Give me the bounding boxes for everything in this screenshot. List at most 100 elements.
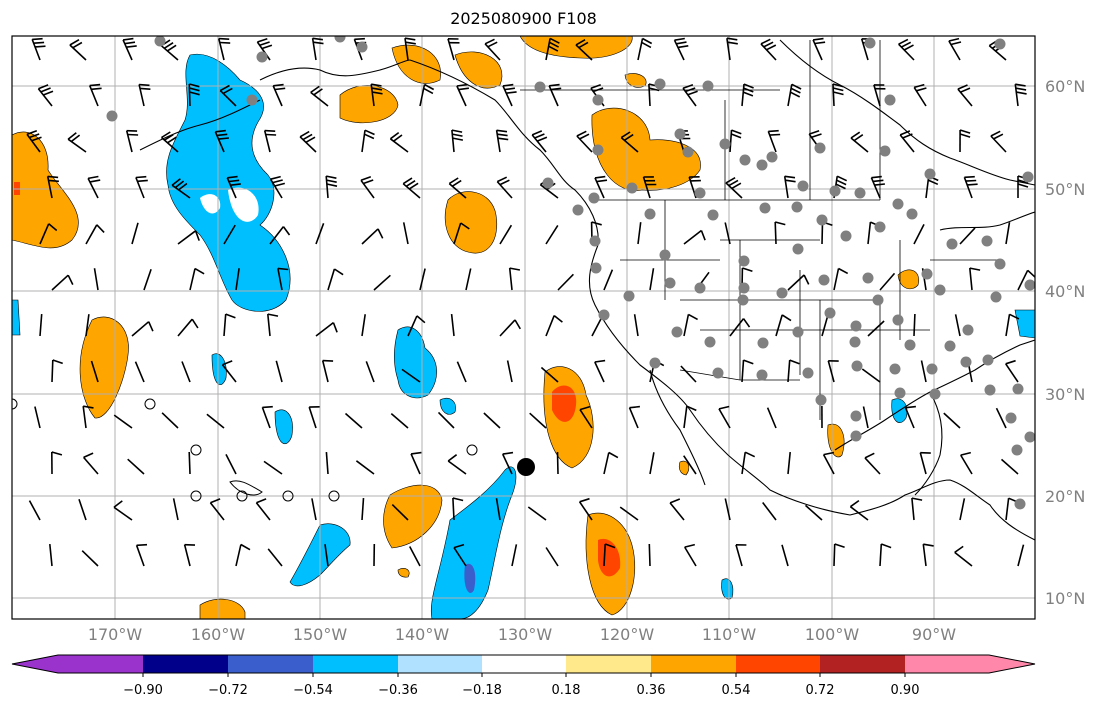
wind-barb-feather <box>959 133 971 138</box>
wind-barb-feather <box>790 87 801 94</box>
wind-barb <box>783 176 789 199</box>
wind-barb <box>453 222 462 245</box>
wind-barb <box>49 544 53 567</box>
wind-barb <box>39 314 43 337</box>
wind-barb <box>85 224 98 245</box>
wind-barb <box>620 136 639 153</box>
wind-barb <box>263 130 271 153</box>
wind-barb-feather <box>731 133 742 139</box>
wind-barb <box>188 83 191 107</box>
graticule <box>12 36 1035 619</box>
station-dot <box>704 336 716 348</box>
wind-barb-feather <box>191 318 199 329</box>
wind-barb-feather <box>686 405 697 412</box>
station-dot <box>671 326 683 338</box>
wind-barb-feather <box>744 451 756 458</box>
wind-barb-feather <box>332 322 338 333</box>
wind-barb <box>360 179 375 199</box>
station-dot <box>702 80 714 92</box>
wind-barb <box>556 451 559 475</box>
wind-barb-feather <box>91 87 102 91</box>
colorbar-swatch <box>313 655 398 673</box>
wind-barb-feather <box>549 83 560 87</box>
wind-barb <box>812 39 823 61</box>
wind-barb <box>321 360 329 383</box>
wind-barb-feather <box>402 177 413 185</box>
station-dot <box>824 307 836 319</box>
wind-barb <box>419 84 426 107</box>
colorbar-tick-label: −0.18 <box>462 683 502 698</box>
wind-barb <box>529 412 547 429</box>
wind-barb <box>391 504 409 521</box>
wind-barb <box>135 177 145 199</box>
wind-barb <box>189 268 196 291</box>
station-dot <box>649 357 661 369</box>
wind-barb-feather <box>484 38 495 45</box>
wind-barb-feather <box>96 224 105 233</box>
wind-barb-feather <box>270 175 281 180</box>
wind-barb-feather <box>769 133 781 136</box>
wind-barb-feather <box>87 175 99 180</box>
wind-barb <box>579 409 593 429</box>
station-dot <box>756 369 768 381</box>
station-dot <box>1005 412 1017 424</box>
wind-barb <box>922 544 927 567</box>
wind-barb-feather <box>902 133 913 139</box>
wind-barb <box>833 268 840 291</box>
wind-barb <box>218 38 225 61</box>
wind-barb <box>787 360 791 383</box>
station-dot <box>850 430 862 442</box>
wind-barb-feather <box>218 137 229 140</box>
station-dot <box>592 144 604 156</box>
colorbar-swatch <box>651 655 736 673</box>
wind-barb-feather <box>167 136 177 144</box>
wind-barb-feather <box>969 267 981 271</box>
wind-barbs <box>26 37 1035 567</box>
station-dot <box>106 110 118 122</box>
station-dot <box>589 235 601 247</box>
wind-barb-feather <box>669 498 681 504</box>
wind-barb-feather <box>514 319 521 330</box>
wind-barb <box>879 543 883 567</box>
wind-barb-feather <box>447 454 458 462</box>
wind-barb <box>90 360 99 383</box>
wind-barb-feather <box>497 133 508 137</box>
wind-barb-feather <box>127 133 139 136</box>
wind-barb <box>160 45 179 61</box>
lat-label: 50°N <box>1045 180 1086 199</box>
station-dot <box>906 208 918 220</box>
wind-barb-feather <box>688 313 698 321</box>
wind-barb-feather <box>322 359 334 362</box>
wind-barb-feather <box>1015 87 1027 91</box>
wind-barb-feather <box>194 230 200 241</box>
wind-barb-feather <box>536 136 548 142</box>
wind-barb <box>311 498 317 521</box>
wind-barb <box>209 502 225 521</box>
station-dot <box>921 268 933 280</box>
wind-barb-feather <box>272 179 283 184</box>
wind-barb <box>113 506 133 521</box>
wind-barb <box>925 176 930 199</box>
wind-barb <box>545 38 551 61</box>
station-dot <box>246 94 258 106</box>
station-dot <box>1012 383 1024 395</box>
wind-barb-feather <box>727 41 738 45</box>
wind-barb <box>223 314 227 337</box>
wind-barb <box>177 230 197 245</box>
wind-barb <box>545 547 559 567</box>
wind-barb-feather <box>728 179 739 187</box>
wind-barb <box>81 550 99 567</box>
wind-barb-feather <box>790 91 801 98</box>
wind-barb <box>1017 269 1029 291</box>
station-dot <box>864 37 876 49</box>
wind-barb-feather <box>948 37 960 42</box>
colorbar <box>11 654 1036 677</box>
wind-barb-feather <box>360 176 372 182</box>
wind-barb <box>225 454 237 475</box>
wind-barb-feather <box>743 87 754 93</box>
wind-barb-feather <box>453 543 465 549</box>
station-dot <box>738 282 750 294</box>
wind-barb <box>410 453 421 475</box>
station-dot <box>154 36 166 47</box>
wind-barb <box>767 131 777 153</box>
